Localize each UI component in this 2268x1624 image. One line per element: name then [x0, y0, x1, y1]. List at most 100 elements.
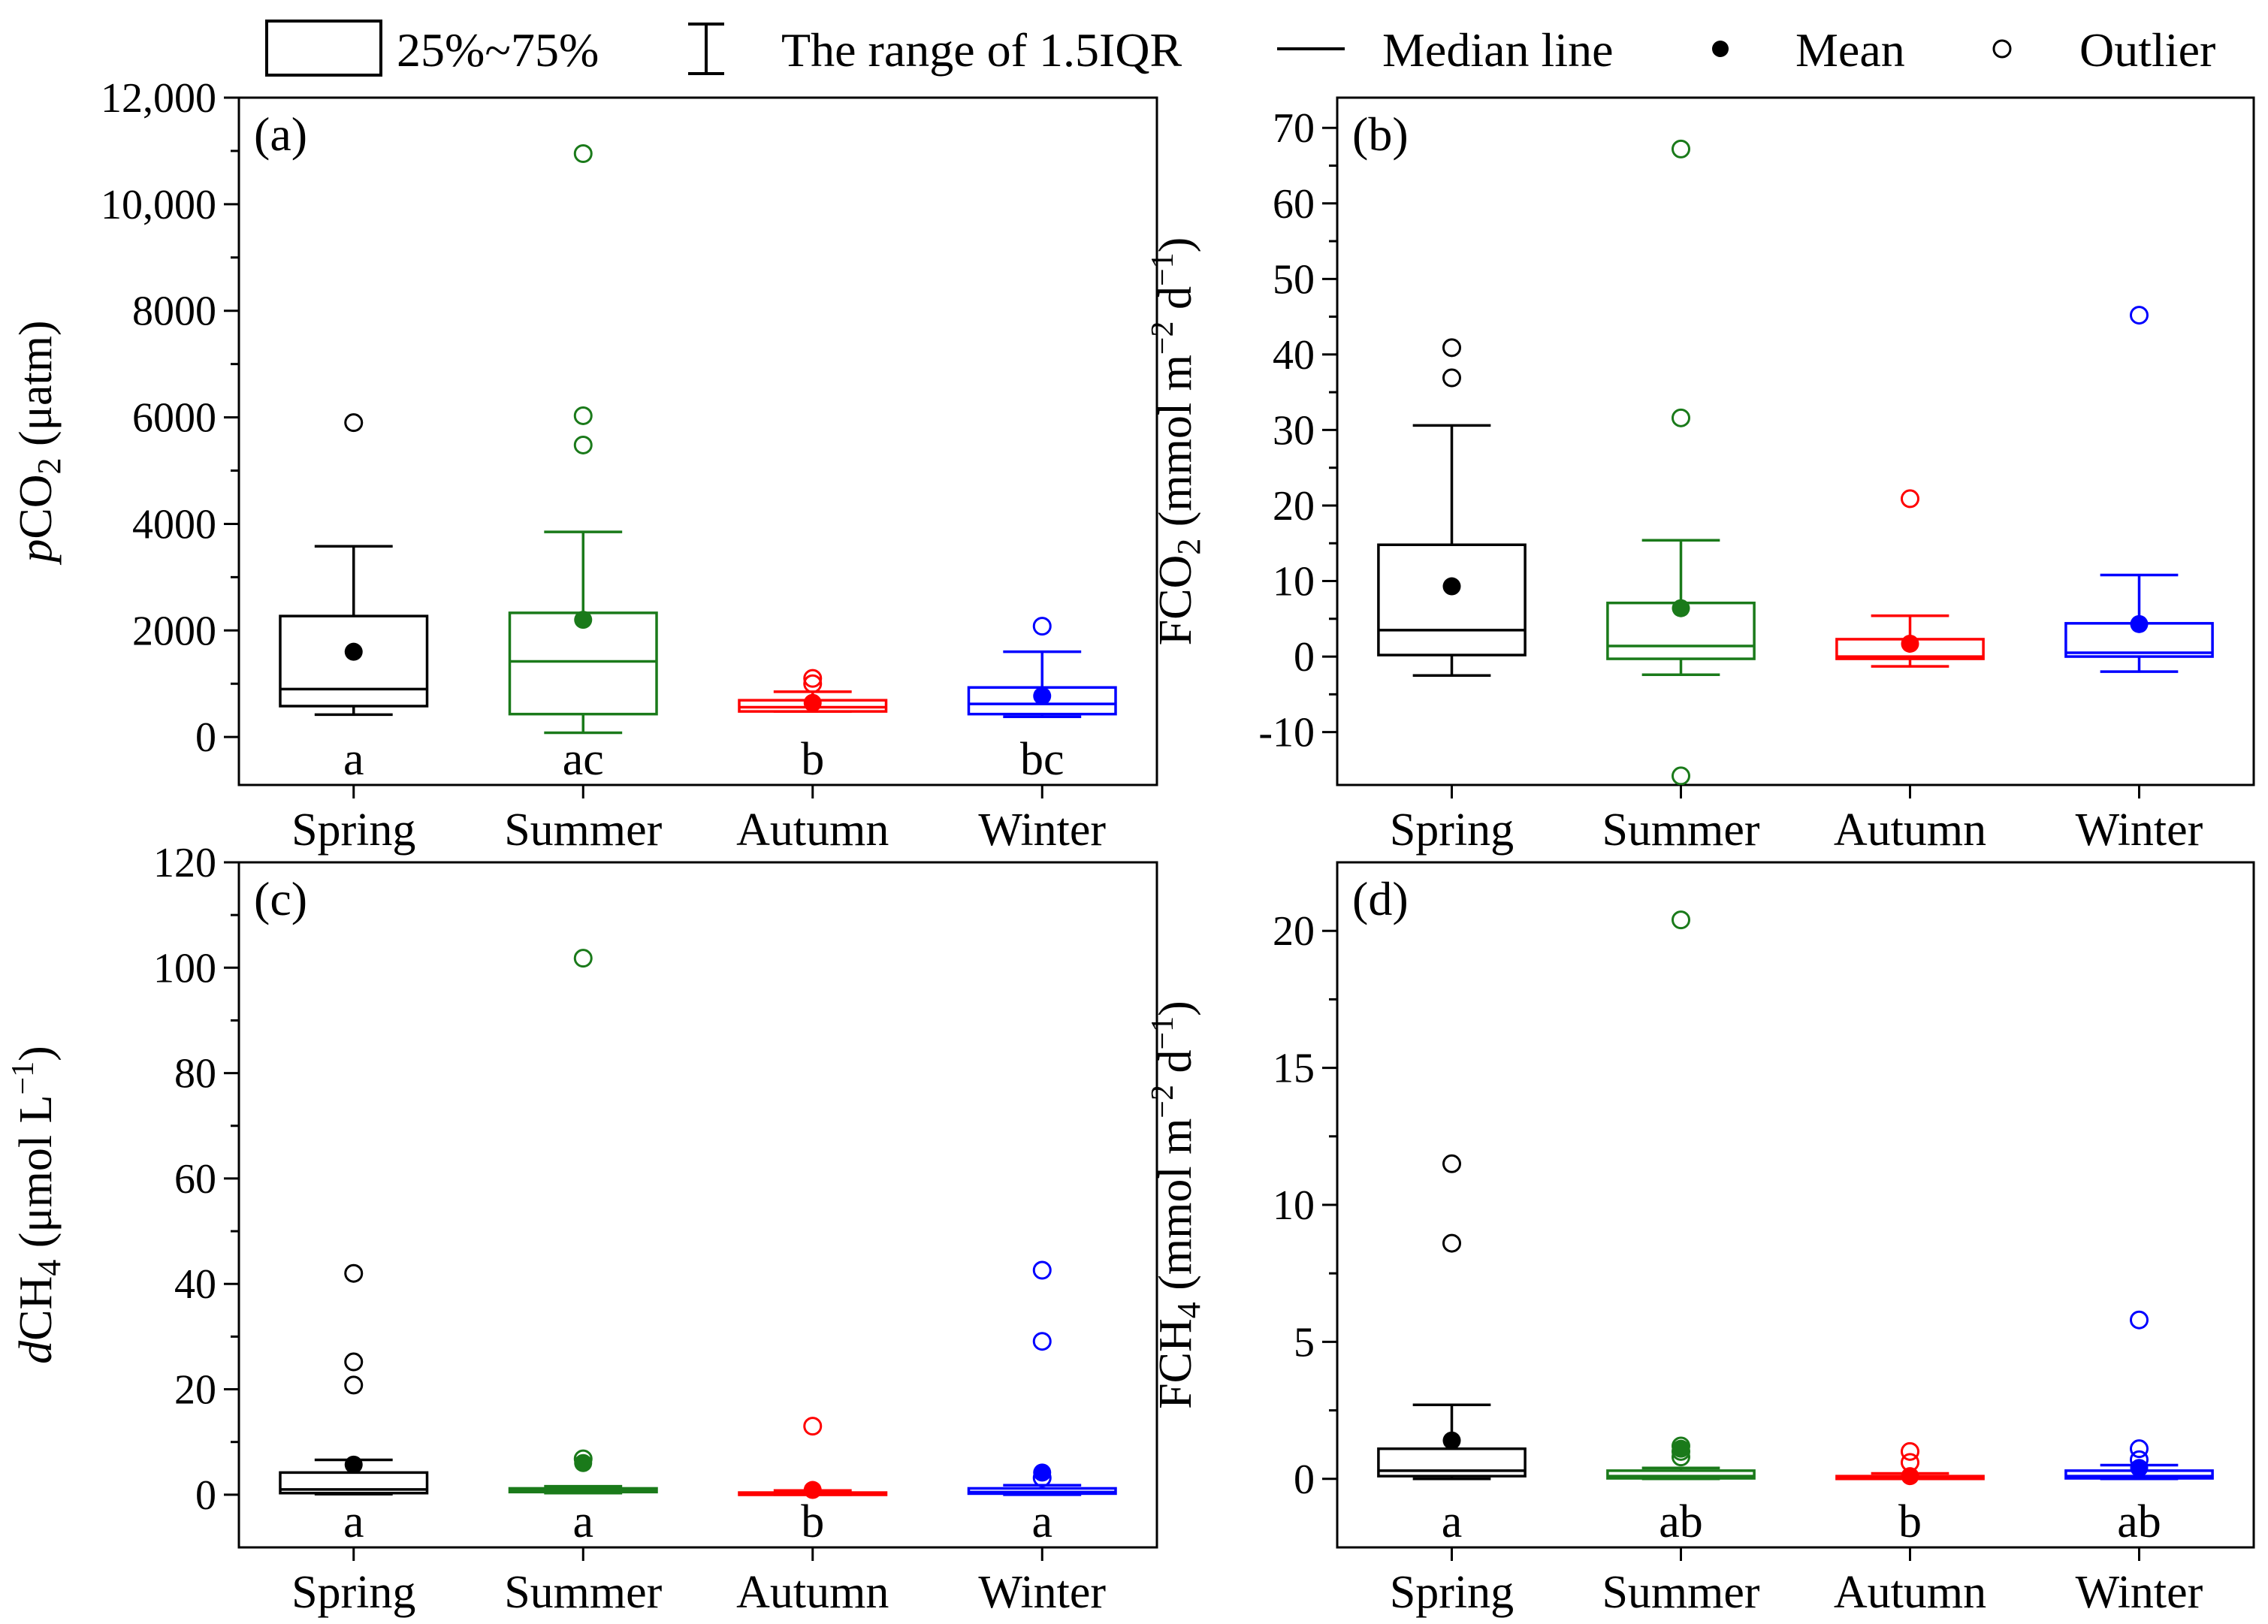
plot-frame: [1336, 861, 2255, 1549]
panel-tag: (b): [1352, 107, 1409, 161]
box-spring: a: [279, 413, 429, 785]
outlier-point: [1032, 1332, 1052, 1351]
box-summer: ab: [1606, 910, 1756, 1547]
outlier-point: [1672, 408, 1690, 427]
panel-tag: (d): [1352, 872, 1409, 925]
iqr-box: [1377, 1447, 1527, 1478]
y-tick-label: 0: [1294, 634, 1315, 681]
iqr-box: [1606, 1469, 1756, 1480]
iqr-box: [1377, 543, 1527, 657]
significance-letter: a: [1442, 1496, 1463, 1547]
legend-whisker-swatch: [688, 23, 724, 75]
y-tick-label: 5: [1294, 1319, 1315, 1366]
x-tick-label: Winter: [978, 1567, 1106, 1618]
y-tick-label: 10,000: [101, 182, 216, 228]
outlier-point: [2130, 1439, 2149, 1459]
y-tick-label: 0: [195, 1472, 216, 1519]
panel-b: -10 0 10 20 30 40 50 60 70 FCO2​ (mmol m−2​ d−1​)…: [1146, 96, 2255, 856]
outlier-point: [1442, 1233, 1461, 1253]
y-tick-label: 20: [174, 1367, 216, 1414]
x-tick-label: Winter: [978, 804, 1106, 856]
significance-letter: ab: [2117, 1496, 2161, 1547]
plot-frame: [1336, 96, 2255, 786]
significance-letter: ab: [1659, 1496, 1703, 1547]
outlier-point: [573, 949, 593, 968]
x-tick-label: Spring: [1390, 804, 1514, 856]
x-tick-label: Summer: [1602, 804, 1759, 856]
legend-whisker-label: The range of 1.5IQR: [781, 23, 1182, 77]
box-winter: [2064, 306, 2214, 673]
y-tick-label: 40: [1273, 332, 1315, 379]
y-tick-label: 8000: [132, 288, 216, 335]
mean-point: [2130, 1459, 2149, 1478]
significance-letter: a: [343, 734, 364, 785]
mean-point: [1672, 599, 1690, 617]
outlier-point: [1672, 139, 1690, 158]
mean-point: [1033, 1463, 1052, 1482]
mean-point: [1033, 687, 1052, 705]
outlier-point: [1901, 489, 1919, 509]
outlier-point: [803, 674, 823, 693]
y-tick-label: 100: [153, 945, 216, 992]
x-tick-label: Spring: [291, 804, 415, 856]
y-tick-label: 10: [1273, 1182, 1315, 1229]
y-tick-label: -10: [1258, 710, 1315, 756]
mean-point: [344, 642, 363, 661]
legend-outlier-swatch: [1992, 39, 2012, 59]
mean-point: [344, 1455, 363, 1474]
box-autumn: b: [1835, 1441, 1985, 1547]
box-autumn: b: [738, 669, 888, 785]
panel-c: 0 20 40 60 80 100 120 dCH4​ (μmol L−1​) (c) a Spri…: [6, 840, 1158, 1618]
mean-point: [1901, 634, 1919, 653]
box-spring: a: [279, 1263, 429, 1547]
mean-point: [1442, 1431, 1461, 1450]
y-axis-title: pCO2​ (μatm): [11, 320, 68, 565]
significance-letter: bc: [1020, 734, 1065, 785]
legend: 25%~75% The range of 1.5IQR Median line …: [265, 20, 2215, 77]
mean-point: [574, 1453, 593, 1472]
mean-point: [574, 611, 593, 629]
panel-d: 0 5 10 15 20 FCH4​ (mmol m−2​ d−1​) (d) a Spring…: [1146, 861, 2255, 1618]
box-autumn: b: [738, 1417, 888, 1547]
x-tick-label: Autumn: [736, 804, 889, 856]
x-tick-label: Winter: [2076, 804, 2203, 856]
x-tick-label: Spring: [1390, 1567, 1514, 1618]
legend-outlier-label: Outlier: [2079, 23, 2215, 77]
x-tick-label: Summer: [1602, 1567, 1759, 1618]
iqr-box: [508, 611, 658, 716]
outlier-point: [1032, 1260, 1052, 1280]
x-tick-label: Autumn: [736, 1567, 889, 1618]
outlier-point: [803, 1417, 823, 1436]
box-summer: [1606, 139, 1756, 786]
box-summer: a: [508, 949, 658, 1547]
outlier-point: [573, 406, 593, 425]
mean-point: [1442, 577, 1461, 596]
outlier-point: [344, 1375, 364, 1395]
outlier-point: [1901, 1441, 1919, 1461]
outlier-point: [1442, 368, 1461, 388]
y-axis-title: FCO2​ (mmol m−2​ d−1​): [1146, 237, 1207, 646]
legend-box-swatch: [265, 20, 382, 77]
legend-mean-label: Mean: [1795, 23, 1905, 77]
x-tick-label: Autumn: [1834, 804, 1986, 856]
significance-letter: b: [801, 734, 824, 785]
mean-point: [803, 693, 822, 712]
mean-point: [1901, 1467, 1919, 1486]
outlier-point: [344, 1352, 364, 1372]
y-tick-label: 12,000: [101, 75, 216, 122]
panel-a: 0 2000 4000 6000 8000 10,000 12,000 pCO2​ (μatm…: [11, 75, 1158, 856]
outlier-point: [573, 435, 593, 454]
y-tick-label: 0: [195, 714, 216, 761]
y-tick-label: 70: [1273, 105, 1315, 152]
outlier-point: [1672, 766, 1690, 786]
outlier-point: [1442, 1154, 1461, 1173]
x-tick-label: Autumn: [1834, 1567, 1986, 1618]
y-tick-label: 40: [174, 1261, 216, 1308]
y-tick-label: 20: [1273, 908, 1315, 955]
mean-point: [1672, 1439, 1690, 1458]
y-tick-label: 120: [153, 840, 216, 886]
panel-tag: (c): [254, 872, 307, 925]
y-tick-label: 30: [1273, 407, 1315, 454]
outlier-point: [1032, 617, 1052, 636]
